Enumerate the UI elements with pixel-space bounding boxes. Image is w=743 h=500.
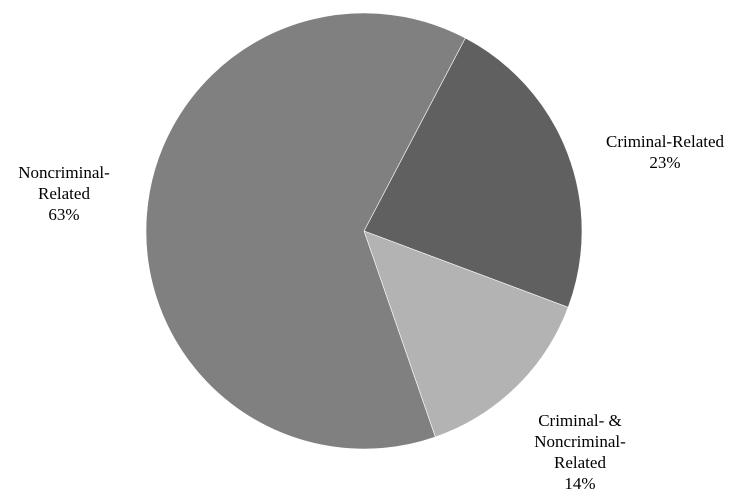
pie-labels: Criminal-Related 23% Criminal- & Noncrimina… [18,132,724,493]
pie-slice-label-line: Noncriminal- [534,432,626,451]
pie-slice-label-0: Criminal-Related 23% [606,132,725,172]
pie-slice-label-line: Noncriminal- [18,163,110,182]
pie-slice-2 [145,12,466,450]
pie-slice-1 [363,230,569,438]
pie-slice-label-line: Related [554,453,606,472]
pie-slice-value: 63% [48,205,79,224]
pie-slices [145,12,583,450]
pie-slice-label-line: Criminal-Related [606,132,725,151]
pie-slice-value: 14% [564,474,595,493]
pie-slice-label-line: Criminal- & [538,411,622,430]
pie-slice-label-1: Criminal- & Noncriminal- Related 14% [534,411,626,493]
pie-slice-label-line: Related [38,184,90,203]
pie-slice-label-2: Noncriminal- Related 63% [18,163,110,224]
pie-slice-value: 23% [649,153,680,172]
pie-slice-0 [363,37,583,308]
